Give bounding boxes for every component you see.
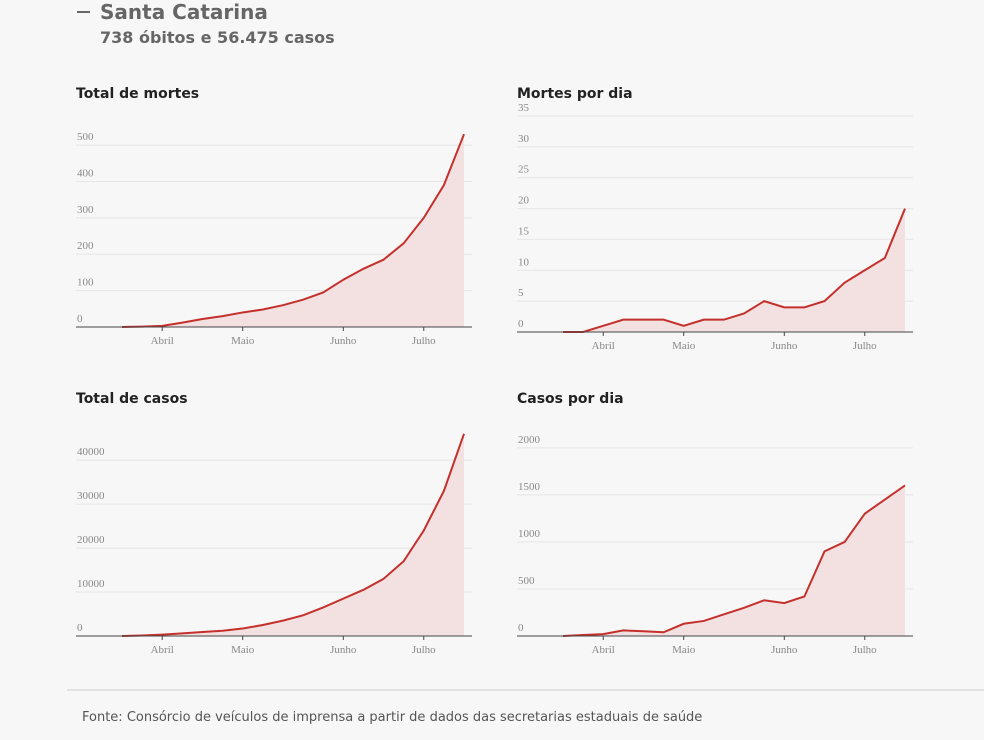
- y-tick-label: 20: [518, 195, 530, 207]
- y-tick-label: 20000: [77, 534, 105, 546]
- area: [122, 433, 464, 636]
- page-title: Santa Catarina: [100, 0, 268, 24]
- source: Fonte: Consórcio de veículos de imprensa…: [82, 710, 702, 725]
- area: [563, 208, 905, 332]
- y-tick-label: 5: [518, 287, 524, 299]
- x-tick-label: Julho: [412, 335, 436, 347]
- x-tick-label: Junho: [330, 644, 357, 656]
- x-tick-label: Junho: [330, 335, 357, 347]
- y-tick-label: 200: [77, 240, 94, 252]
- y-tick-label: 500: [518, 575, 535, 587]
- y-tick-label: 25: [518, 164, 530, 176]
- line: [121, 133, 465, 328]
- y-tick-label: 500: [77, 131, 94, 143]
- y-tick-label: 1500: [518, 481, 541, 493]
- area: [563, 485, 905, 636]
- chart-title: Mortes por dia: [517, 86, 633, 102]
- chart-title: Casos por dia: [517, 391, 624, 407]
- y-tick-label: 100: [77, 277, 94, 289]
- x-tick-label: Maio: [231, 644, 255, 656]
- y-tick-label: 0: [518, 318, 524, 330]
- x-tick-label: Abril: [592, 340, 615, 352]
- y-tick-label: 10000: [77, 578, 105, 590]
- y-tick-label: 400: [77, 167, 94, 179]
- y-tick-label: 30000: [77, 490, 105, 502]
- y-tick-label: 0: [518, 622, 524, 634]
- line: [563, 208, 906, 333]
- line: [562, 484, 906, 637]
- y-tick-label: 0: [77, 622, 83, 634]
- area: [122, 134, 464, 327]
- x-tick-label: Junho: [771, 340, 798, 352]
- x-tick-label: Julho: [853, 644, 877, 656]
- y-tick-label: 40000: [77, 446, 105, 458]
- x-tick-label: Maio: [672, 340, 696, 352]
- chart-title: Total de mortes: [76, 86, 199, 102]
- line: [121, 433, 465, 637]
- x-tick-label: Julho: [853, 340, 877, 352]
- y-tick-label: 10: [518, 256, 530, 268]
- x-tick-label: Maio: [231, 335, 255, 347]
- x-tick-label: Maio: [672, 644, 696, 656]
- y-tick-label: 35: [518, 102, 530, 114]
- x-tick-label: Abril: [151, 644, 174, 656]
- x-tick-label: Julho: [412, 644, 436, 656]
- y-tick-label: 0: [77, 313, 83, 325]
- chart-title: Total de casos: [76, 391, 188, 407]
- y-tick-label: 30: [518, 133, 530, 145]
- x-tick-label: Abril: [151, 335, 174, 347]
- x-tick-label: Abril: [592, 644, 615, 656]
- y-tick-label: 1000: [518, 528, 541, 540]
- x-tick-label: Junho: [771, 644, 798, 656]
- y-tick-label: 15: [518, 225, 530, 237]
- y-tick-label: 2000: [518, 434, 541, 446]
- y-tick-label: 300: [77, 204, 94, 216]
- page-subtitle: 738 óbitos e 56.475 casos: [100, 28, 335, 47]
